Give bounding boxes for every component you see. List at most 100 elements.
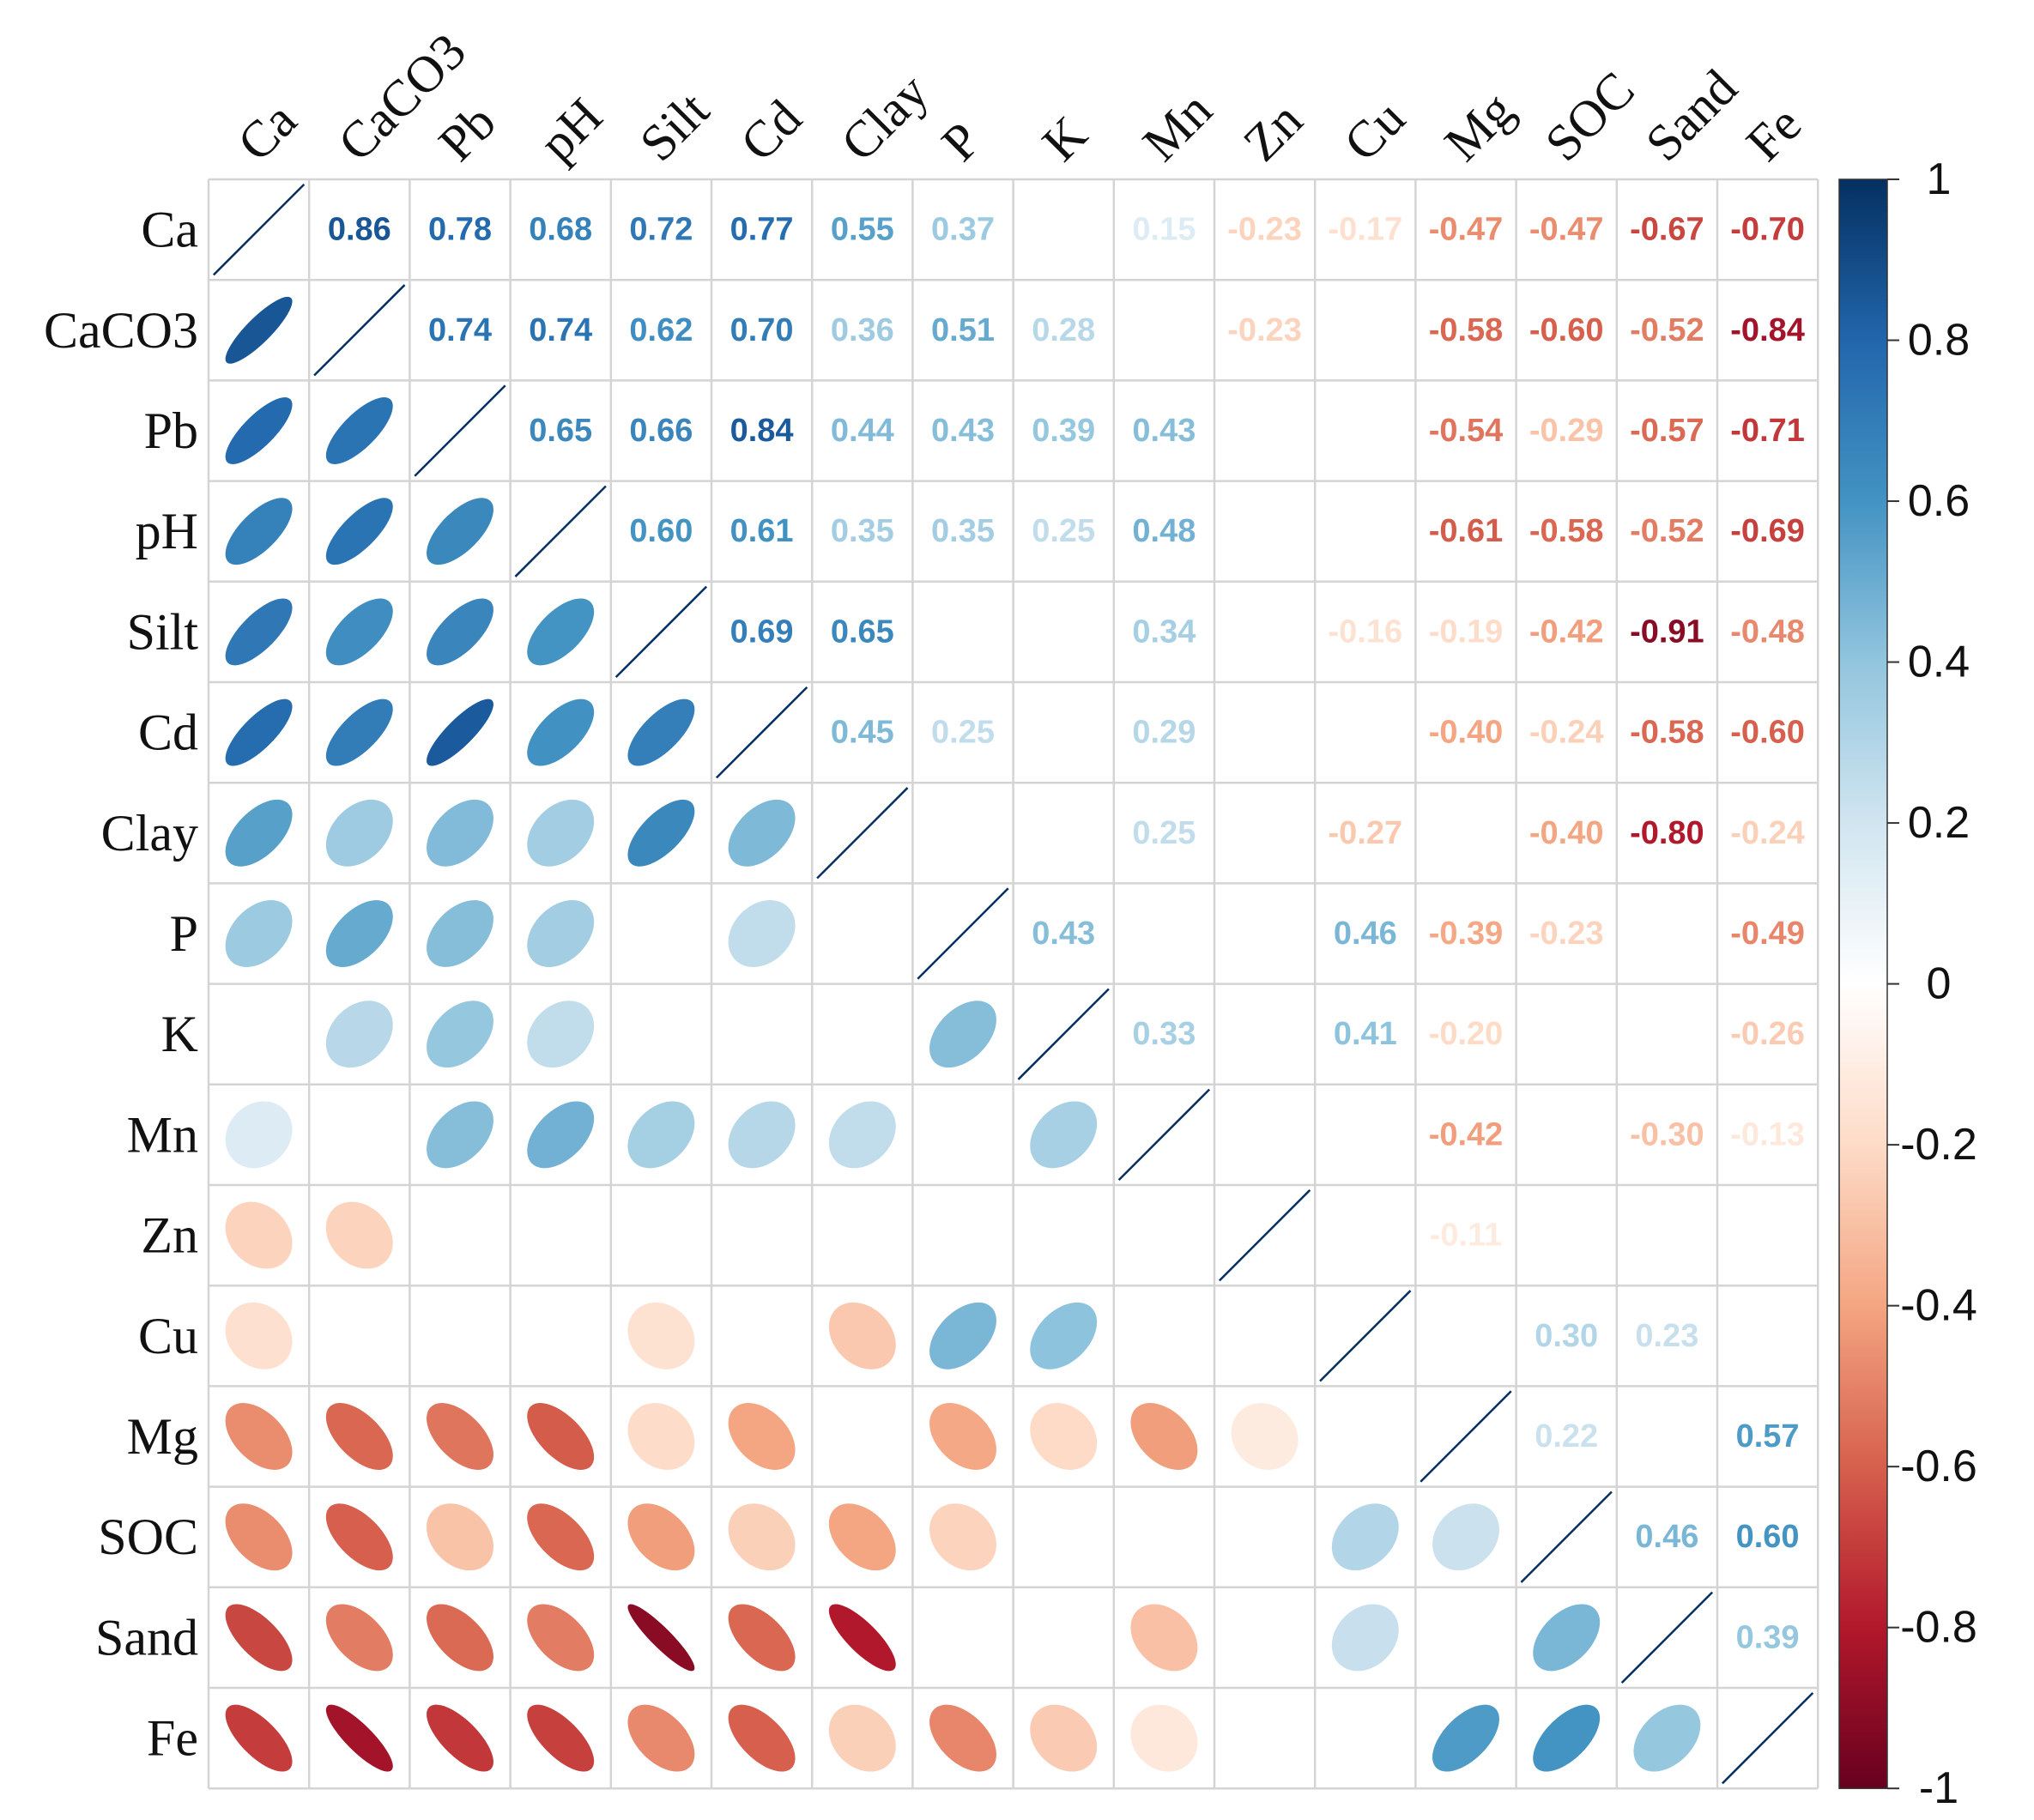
ellipse-Silt-pH — [527, 598, 595, 666]
ellipse-Mg-Ca — [225, 1403, 293, 1470]
ellipse-CaCO3-Ca — [225, 296, 293, 364]
ellipse-SOC-pH — [527, 1503, 595, 1571]
ellipse-pH-Pb — [427, 498, 493, 565]
diagonal-mark-Mn — [1117, 1088, 1211, 1182]
ellipse-P-pH — [527, 900, 595, 967]
ellipse-Sand-Mn — [1130, 1604, 1198, 1672]
ellipse-Fe-Pb — [427, 1704, 493, 1772]
value-label-Pb-Mg: -0.54 — [1429, 413, 1504, 449]
ellipse-Mn-Ca — [225, 1101, 293, 1169]
colorbar-tick-label: -0.8 — [1900, 1603, 1977, 1653]
column-label-Cu: Cu — [1333, 89, 1415, 172]
ellipse-Cd-Pb — [427, 698, 493, 766]
value-label-Clay-Mn: 0.25 — [1132, 815, 1196, 851]
value-label-P-Fe: -0.49 — [1730, 916, 1805, 952]
ellipse-Fe-SOC — [1533, 1704, 1601, 1772]
ellipse-Cu-P — [929, 1302, 996, 1370]
ellipse-Cu-Silt — [627, 1302, 695, 1370]
value-label-pH-Mg: -0.61 — [1429, 513, 1504, 549]
row-label-Pb: Pb — [144, 402, 198, 459]
ellipse-Clay-Ca — [225, 799, 293, 867]
value-label-pH-Clay: 0.35 — [831, 513, 894, 549]
value-label-Ca-pH: 0.68 — [529, 212, 592, 248]
ellipse-Mn-Clay — [828, 1101, 896, 1169]
column-label-pH: pH — [529, 88, 614, 172]
ellipse-Cu-Ca — [225, 1302, 293, 1370]
diagonal-mark-CaCO3 — [313, 284, 406, 377]
value-label-Ca-Cu: -0.17 — [1328, 212, 1402, 248]
ellipse-pH-CaCO3 — [325, 498, 393, 565]
value-label-P-Cu: 0.46 — [1334, 916, 1397, 952]
value-label-Pb-K: 0.39 — [1032, 413, 1095, 449]
value-label-P-K: 0.43 — [1032, 916, 1095, 952]
value-label-Mn-Fe: -0.13 — [1730, 1116, 1805, 1152]
value-label-pH-P: 0.35 — [931, 513, 995, 549]
ellipse-Fe-Mg — [1432, 1704, 1499, 1772]
ellipse-Clay-Silt — [627, 799, 695, 867]
value-label-Cd-Mn: 0.29 — [1132, 715, 1196, 751]
ellipse-Mg-pH — [527, 1403, 595, 1470]
ellipse-pH-Ca — [225, 498, 293, 565]
diagonal-mark-pH — [514, 485, 607, 577]
value-label-Cd-Fe: -0.60 — [1730, 715, 1805, 751]
column-label-Mn: Mn — [1132, 82, 1223, 172]
row-label-pH: pH — [136, 503, 198, 559]
diagonal-mark-Fe — [1721, 1691, 1814, 1785]
ellipse-Mn-K — [1030, 1101, 1098, 1169]
value-label-Ca-Cd: 0.77 — [730, 212, 794, 248]
value-label-Ca-P: 0.37 — [931, 212, 995, 248]
ellipse-SOC-Clay — [828, 1503, 896, 1571]
colorbar-tick-label: -1 — [1919, 1763, 1958, 1813]
value-label-Silt-SOC: -0.42 — [1529, 614, 1604, 650]
value-label-Ca-Silt: 0.72 — [629, 212, 693, 248]
ellipse-Mg-Cd — [728, 1403, 796, 1470]
value-label-Silt-Cu: -0.16 — [1328, 614, 1402, 650]
diagonal-mark-SOC — [1520, 1490, 1613, 1583]
ellipse-Fe-Mn — [1130, 1704, 1198, 1772]
ellipse-Fe-pH — [527, 1704, 595, 1772]
diagonal-mark-Cu — [1319, 1290, 1412, 1382]
column-label-Mg: Mg — [1434, 82, 1525, 172]
ellipse-Clay-pH — [527, 799, 595, 867]
ellipse-P-Pb — [427, 900, 493, 967]
ellipse-Cd-pH — [527, 698, 595, 766]
ellipse-SOC-P — [929, 1503, 996, 1571]
value-label-K-Mn: 0.33 — [1132, 1016, 1196, 1052]
ellipse-Sand-Pb — [427, 1604, 493, 1672]
value-label-Ca-Clay: 0.55 — [831, 212, 894, 248]
row-label-Zn: Zn — [141, 1207, 198, 1264]
ellipse-Clay-CaCO3 — [325, 799, 393, 867]
row-label-Mn: Mn — [127, 1106, 198, 1163]
value-label-SOC-Sand: 0.46 — [1635, 1519, 1698, 1555]
ellipse-Silt-Ca — [225, 598, 293, 666]
value-label-Silt-Clay: 0.65 — [831, 614, 894, 650]
ellipse-Cd-Ca — [225, 698, 293, 766]
value-label-Silt-Sand: -0.91 — [1630, 614, 1704, 650]
diagonal-mark-K — [1017, 988, 1110, 1080]
value-label-Ca-Mg: -0.47 — [1429, 212, 1504, 248]
value-label-Cu-Sand: 0.23 — [1635, 1318, 1698, 1354]
column-label-Cd: Cd — [729, 89, 812, 172]
column-label-Fe: Fe — [1735, 95, 1812, 172]
ellipse-Mn-pH — [527, 1101, 595, 1169]
value-label-CaCO3-Pb: 0.74 — [428, 312, 492, 348]
value-label-K-Fe: -0.26 — [1730, 1016, 1805, 1052]
value-label-pH-K: 0.25 — [1032, 513, 1095, 549]
ellipse-Mn-Pb — [427, 1101, 493, 1169]
row-label-Fe: Fe — [147, 1710, 198, 1767]
ellipse-Mg-Mn — [1130, 1403, 1198, 1470]
ellipse-Mg-Zn — [1231, 1403, 1298, 1470]
column-label-Clay: Clay — [830, 63, 939, 172]
row-label-Cd: Cd — [138, 704, 198, 761]
value-label-Silt-Cd: 0.69 — [730, 614, 794, 650]
ellipse-Silt-Pb — [427, 598, 493, 666]
row-labels: Ca CaCO3 Pb pH Silt Cd Clay PK Mn Zn Cu Mg SOC Sand Fe — [44, 202, 198, 1767]
colorbar-tick-label: 0.6 — [1908, 476, 1970, 526]
value-label-P-SOC: -0.23 — [1529, 916, 1604, 952]
column-label-P: P — [931, 112, 991, 172]
ellipse-Fe-Cd — [728, 1704, 796, 1772]
value-label-Cd-Sand: -0.58 — [1630, 715, 1704, 751]
value-label-Clay-Fe: -0.24 — [1730, 815, 1805, 851]
colorbar-tick-label: 0.4 — [1908, 638, 1970, 687]
